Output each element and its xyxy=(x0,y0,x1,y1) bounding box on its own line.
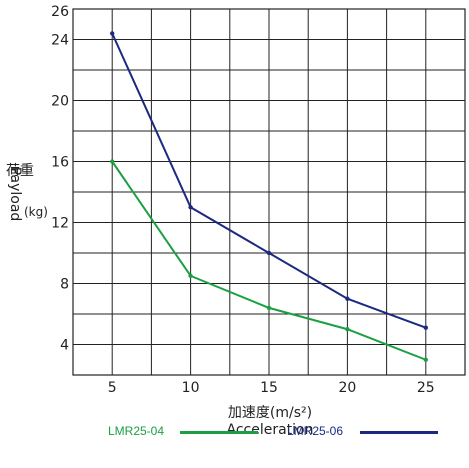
legend-label-lmr25-04: LMR25-04 xyxy=(108,424,165,438)
series-lines xyxy=(110,31,428,362)
plot-frame xyxy=(72,8,466,376)
data-point-lmr25-04 xyxy=(110,159,115,164)
x-tick-label: 15 xyxy=(260,380,278,396)
legend-swatch-lmr25-04 xyxy=(180,431,258,434)
x-tick-label: 25 xyxy=(417,380,435,396)
data-point-lmr25-04 xyxy=(345,327,350,332)
data-point-lmr25-06 xyxy=(110,31,115,36)
y-axis-label-en: Payload xyxy=(7,166,23,222)
data-point-lmr25-06 xyxy=(188,205,193,210)
y-tick-label: 20 xyxy=(51,94,69,110)
x-tick-label: 20 xyxy=(338,380,356,396)
y-tick-label: 4 xyxy=(60,338,69,354)
x-tick-labels: 5 10 15 20 25 xyxy=(108,380,435,396)
data-point-lmr25-06 xyxy=(345,296,350,301)
y-tick-label: 12 xyxy=(51,216,69,232)
legend-label-lmr25-06: LMR25-06 xyxy=(287,424,344,438)
y-tick-label: 24 xyxy=(51,33,69,49)
x-axis-label-en: Acceleration xyxy=(226,422,314,438)
data-point-lmr25-04 xyxy=(188,273,193,279)
x-tick-label: 5 xyxy=(108,380,117,396)
data-point-lmr25-06 xyxy=(266,250,272,256)
y-axis-unit: (kg) xyxy=(24,205,48,219)
x-axis-label-cjk: 加速度(m/s²) xyxy=(227,405,313,421)
y-tick-label: 16 xyxy=(51,155,69,171)
data-point-lmr25-04 xyxy=(266,305,272,311)
legend-swatch-lmr25-06 xyxy=(360,431,438,434)
y-tick-label-top: 26 xyxy=(51,4,69,20)
x-tick-label: 10 xyxy=(182,380,200,396)
data-point-lmr25-04 xyxy=(423,357,428,362)
y-tick-labels: 4 8 12 16 20 24 26 xyxy=(51,4,69,354)
y-axis-label-cjk: 荷重 xyxy=(6,163,34,179)
data-point-lmr25-06 xyxy=(423,325,428,330)
y-tick-label: 8 xyxy=(60,277,69,293)
grid-lines xyxy=(73,9,465,375)
